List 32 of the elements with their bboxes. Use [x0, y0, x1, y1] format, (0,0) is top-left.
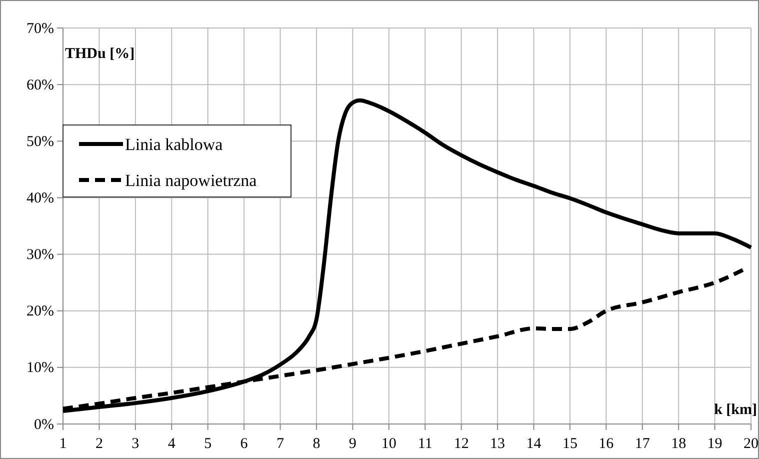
x-tick-label: 10 — [381, 436, 396, 452]
x-tick-label: 4 — [168, 436, 176, 452]
y-tick-label: 40% — [26, 190, 54, 207]
x-axis-title: k [km] — [714, 402, 757, 418]
x-tick-label: 19 — [707, 436, 722, 452]
x-tick-label: 20 — [744, 436, 758, 452]
y-tick-label: 60% — [26, 77, 54, 94]
x-tick-label: 17 — [634, 436, 650, 452]
x-tick-label: 12 — [454, 436, 469, 452]
y-tick-label: 0% — [34, 416, 54, 433]
x-tick-label: 13 — [490, 436, 506, 452]
x-tick-label: 7 — [276, 436, 285, 452]
x-tick-label: 15 — [562, 436, 578, 452]
x-tick-label: 5 — [204, 436, 212, 452]
legend-label: Linia kablowa — [125, 135, 224, 154]
x-tick-label: 6 — [240, 436, 248, 452]
x-tick-label: 9 — [348, 436, 356, 452]
x-tick-label: 14 — [526, 436, 542, 452]
x-tick-label: 2 — [95, 436, 103, 452]
x-tick-label: 3 — [132, 436, 140, 452]
x-tick-label: 11 — [418, 436, 432, 452]
x-tick-label: 1 — [59, 436, 67, 452]
legend-label: Linia napowietrzna — [125, 171, 258, 190]
y-tick-label: 70% — [26, 20, 54, 37]
y-axis-title: THDu [%] — [65, 46, 135, 62]
y-tick-label: 30% — [26, 247, 54, 264]
y-tick-label: 50% — [26, 134, 54, 150]
y-tick-label: 10% — [26, 360, 54, 376]
y-tick-label: 20% — [26, 304, 54, 320]
x-tick-label: 16 — [598, 436, 614, 452]
x-tick-label: 8 — [312, 436, 320, 452]
x-tick-label: 18 — [671, 436, 686, 452]
